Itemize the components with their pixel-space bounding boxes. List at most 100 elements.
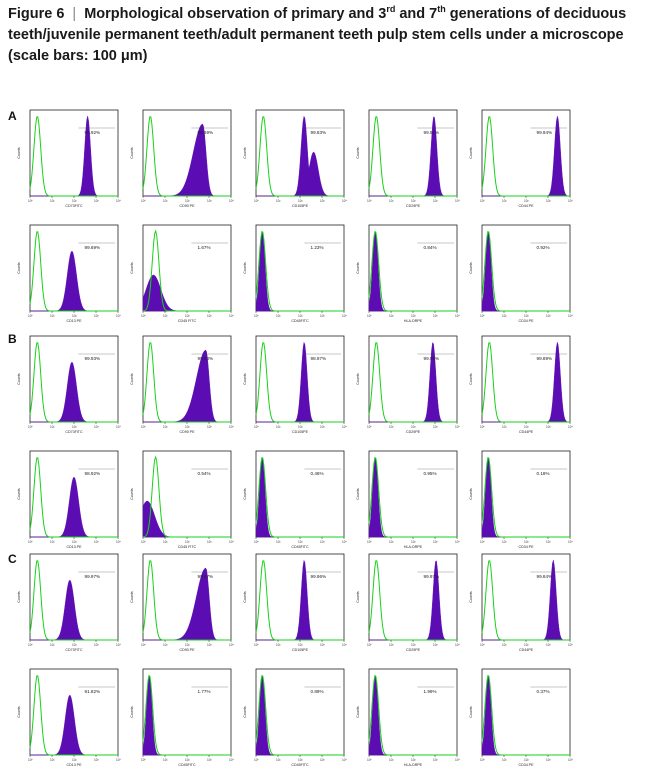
percent-label: 0.92%	[537, 245, 550, 250]
y-axis-label: Counts	[356, 262, 360, 274]
histogram-a-0-4: 99.94% 10⁰ 10¹ 10² 10³ 10⁴ CD44 PE Counts	[469, 109, 574, 208]
x-tick-label: 10⁴	[342, 199, 348, 203]
caption-sup-2: th	[437, 4, 446, 15]
x-tick-label: 10⁰	[367, 199, 373, 203]
x-tick-label: 10³	[207, 643, 212, 647]
x-tick-label: 10⁴	[229, 540, 235, 544]
plot-frame	[142, 553, 232, 641]
x-tick-label: 10¹	[502, 199, 507, 203]
x-axis-label: CD34 PE	[519, 319, 535, 323]
x-tick-label: 10⁴	[342, 314, 348, 318]
x-tick-label: 10²	[411, 540, 416, 544]
x-tick-label: 10⁰	[141, 314, 147, 318]
plot-frame	[255, 450, 345, 538]
y-axis-label: Counts	[469, 373, 473, 385]
x-tick-label: 10⁴	[568, 758, 574, 762]
x-tick-label: 10⁰	[480, 643, 486, 647]
y-axis-label: Counts	[243, 488, 247, 500]
histogram-c-1-1: 1.77% 10⁰ 10¹ 10² 10³ 10⁴ CD45FITC Counts	[130, 668, 235, 767]
x-tick-label: 10⁴	[229, 758, 235, 762]
x-axis-label: CD45 FITC	[178, 319, 197, 323]
histogram-a-1-2: 1.23% 10⁰ 10¹ 10² 10³ 10⁴ CD45FITC Counts	[243, 224, 348, 323]
x-tick-label: 10²	[411, 643, 416, 647]
y-axis-label: Counts	[243, 262, 247, 274]
panel-letter-a: A	[8, 109, 17, 123]
x-tick-label: 10⁴	[455, 643, 461, 647]
x-axis-label: CD13 PE	[67, 319, 83, 323]
x-tick-label: 10⁰	[367, 643, 373, 647]
x-tick-label: 10⁴	[229, 643, 235, 647]
x-tick-label: 10³	[320, 643, 325, 647]
histogram-c-0-3: 99.97% 10⁰ 10¹ 10² 10³ 10⁴ CD29PE Counts	[356, 553, 461, 652]
histogram-c-1-0: 91.82% 10⁰ 10¹ 10² 10³ 10⁴ CD13 PE Counts	[17, 668, 122, 767]
x-tick-label: 10⁴	[455, 425, 461, 429]
x-tick-label: 10³	[207, 425, 212, 429]
caption-text-2: and 7	[395, 6, 438, 22]
y-axis-label: Counts	[17, 591, 21, 603]
y-axis-label: Counts	[356, 373, 360, 385]
y-axis-label: Counts	[356, 147, 360, 159]
x-tick-label: 10¹	[276, 540, 281, 544]
x-tick-label: 10²	[298, 758, 303, 762]
plot-frame	[142, 335, 232, 423]
x-tick-label: 10²	[72, 643, 77, 647]
x-axis-label: CD44PE	[519, 430, 534, 434]
x-tick-label: 10⁴	[342, 758, 348, 762]
x-tick-label: 10⁰	[28, 643, 34, 647]
x-tick-label: 10⁴	[229, 314, 235, 318]
y-axis-label: Counts	[17, 706, 21, 718]
x-tick-label: 10²	[411, 425, 416, 429]
x-tick-label: 10⁴	[568, 199, 574, 203]
percent-label: 99.97%	[85, 574, 101, 579]
x-tick-label: 10²	[298, 199, 303, 203]
y-axis-label: Counts	[243, 147, 247, 159]
plot-frame	[29, 109, 119, 197]
x-tick-label: 10³	[94, 199, 99, 203]
y-axis-label: Counts	[469, 147, 473, 159]
x-axis-label: CD45FITC	[291, 545, 309, 549]
x-tick-label: 10⁰	[28, 314, 34, 318]
x-tick-label: 10¹	[389, 314, 394, 318]
percent-label: 99.92%	[424, 130, 440, 135]
histogram-c-0-2: 99.96% 10⁰ 10¹ 10² 10³ 10⁴ CD105PE Counts	[243, 553, 348, 652]
x-tick-label: 10¹	[389, 540, 394, 544]
percent-label: 99.69%	[85, 245, 101, 250]
x-axis-label: CD45FITC	[291, 319, 309, 323]
plot-frame	[368, 109, 458, 197]
x-tick-label: 10⁴	[342, 643, 348, 647]
x-tick-label: 10²	[298, 425, 303, 429]
panel-letter-c: C	[8, 552, 17, 566]
x-tick-label: 10¹	[276, 314, 281, 318]
x-tick-label: 10¹	[163, 314, 168, 318]
histogram-a-0-3: 99.92% 10⁰ 10¹ 10² 10³ 10⁴ CD29PE Counts	[356, 109, 461, 208]
x-tick-label: 10²	[524, 540, 529, 544]
y-axis-label: Counts	[469, 488, 473, 500]
x-tick-label: 10³	[433, 425, 438, 429]
x-axis-label: HLA-DRPE	[404, 319, 423, 323]
x-tick-label: 10⁴	[568, 540, 574, 544]
percent-label: 99.98%	[424, 356, 440, 361]
percent-label: 0.84%	[424, 245, 437, 250]
histogram-b-1-1: 0.54% 10⁰ 10¹ 10² 10³ 10⁴ CD45 FITC Counts	[130, 450, 235, 549]
x-axis-label: CD13 PE	[67, 545, 83, 549]
caption-text-3: generations of deciduous teeth/juvenile …	[8, 6, 627, 64]
x-axis-label: CD45FITC	[178, 763, 196, 767]
x-tick-label: 10⁴	[116, 425, 122, 429]
x-tick-label: 10¹	[50, 314, 55, 318]
x-tick-label: 10¹	[50, 425, 55, 429]
x-tick-label: 10⁴	[116, 758, 122, 762]
x-tick-label: 10¹	[163, 425, 168, 429]
x-axis-label: CD34 PE	[519, 763, 535, 767]
plot-frame	[481, 668, 571, 756]
x-tick-label: 10³	[433, 540, 438, 544]
x-tick-label: 10⁰	[28, 758, 34, 762]
x-tick-label: 10²	[72, 199, 77, 203]
x-tick-label: 10²	[524, 199, 529, 203]
x-tick-label: 10¹	[389, 758, 394, 762]
x-tick-label: 10¹	[389, 425, 394, 429]
histogram-b-0-4: 99.89% 10⁰ 10¹ 10² 10³ 10⁴ CD44PE Counts	[469, 335, 574, 434]
plot-frame	[481, 224, 571, 312]
x-tick-label: 10⁰	[367, 540, 373, 544]
x-tick-label: 10²	[185, 540, 190, 544]
